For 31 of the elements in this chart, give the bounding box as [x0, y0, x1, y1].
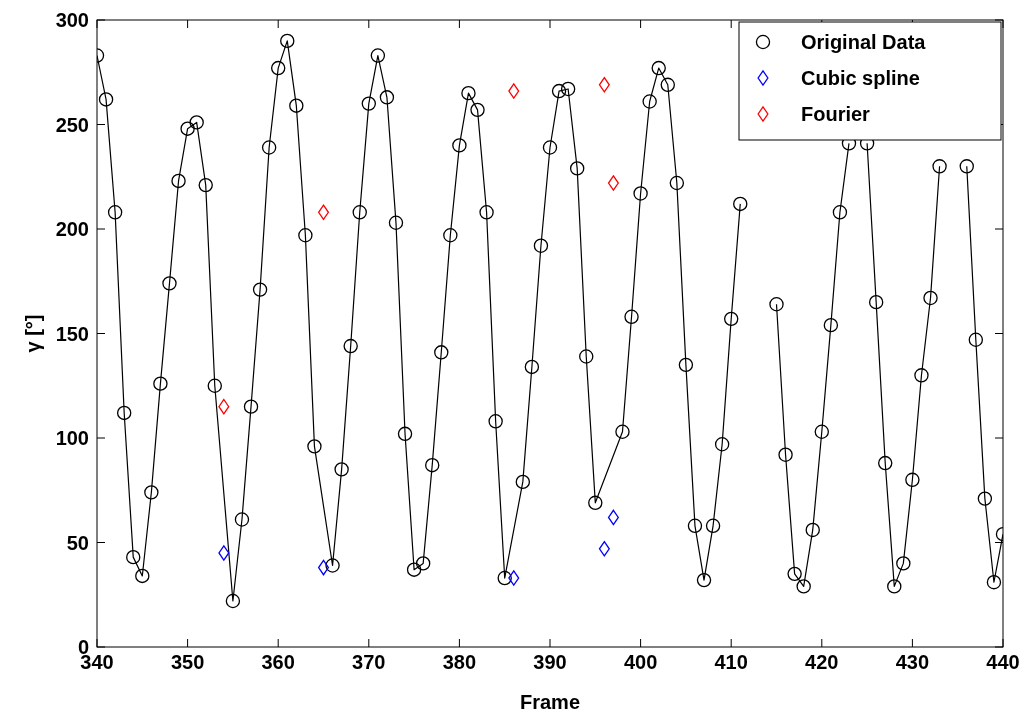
point — [598, 540, 610, 557]
x-tick-label: 360 — [261, 651, 295, 673]
legend-label: Cubic spline — [801, 67, 920, 89]
y-axis-title: γ [°] — [22, 314, 44, 353]
legend-label: Fourier — [801, 103, 871, 125]
x-tick-label: 440 — [986, 651, 1020, 673]
x-tick-label: 350 — [170, 651, 205, 673]
y-tick-label: 50 — [66, 531, 89, 554]
point — [218, 398, 230, 415]
x-tick-label: 380 — [442, 651, 477, 673]
point — [508, 83, 520, 99]
legend-label: Original Data — [801, 31, 927, 53]
point — [607, 175, 619, 191]
point — [218, 545, 230, 561]
point — [508, 570, 520, 586]
x-tick-label: 430 — [895, 651, 930, 673]
point — [607, 509, 619, 526]
point — [317, 204, 330, 221]
x-tick-label: 370 — [352, 651, 386, 673]
point — [598, 76, 610, 93]
y-tick-label: 100 — [55, 427, 89, 449]
y-tick-label: 300 — [55, 9, 89, 31]
y-tick-label: 200 — [55, 218, 89, 240]
y-tick-label: 150 — [55, 322, 89, 345]
x-tick-label: 390 — [533, 651, 567, 673]
x-tick-label: 400 — [623, 651, 658, 673]
x-axis-title: Frame — [519, 691, 581, 713]
x-tick-label: 420 — [805, 651, 839, 673]
point — [317, 559, 330, 576]
y-tick-label: 250 — [55, 113, 89, 136]
x-tick-label: 410 — [714, 651, 748, 673]
